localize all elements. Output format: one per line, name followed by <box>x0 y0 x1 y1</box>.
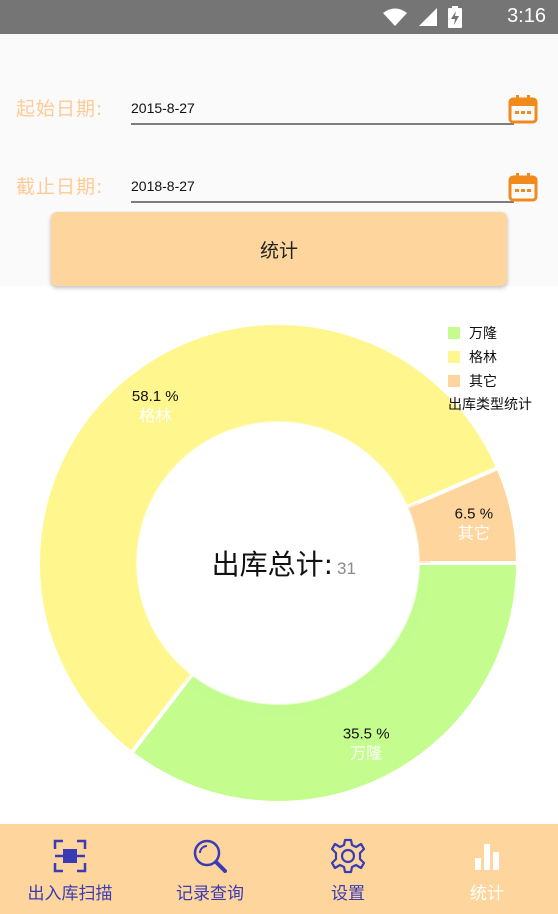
bottom-tab-bar: 出入库扫描 记录查询 设置 统计 <box>0 824 558 914</box>
donut-slice[interactable] <box>403 465 521 565</box>
donut-slice-halo <box>125 410 419 685</box>
slice-percent-label: 58.1 % <box>132 388 179 405</box>
end-date-label: 截止日期: <box>16 176 104 198</box>
calendar-icon[interactable] <box>508 172 538 202</box>
battery-icon <box>448 6 462 28</box>
tab-settings[interactable]: 设置 <box>280 824 416 914</box>
start-date-underline <box>131 123 514 125</box>
calculate-button[interactable]: 统计 <box>51 212 507 286</box>
chart-description: 出库类型统计 <box>448 397 532 413</box>
scan-icon <box>53 839 87 873</box>
tab-records[interactable]: 记录查询 <box>140 824 280 914</box>
legend-item: 万隆 <box>448 321 497 345</box>
tab-records-label: 记录查询 <box>176 884 244 904</box>
end-date-input[interactable]: 2018-8-27 <box>131 178 195 194</box>
donut-slice[interactable] <box>128 561 521 805</box>
start-date-input[interactable]: 2015-8-27 <box>131 100 195 116</box>
slice-name-label: 格林 <box>139 406 171 425</box>
legend-label: 其它 <box>469 374 497 390</box>
tab-scan-label: 出入库扫描 <box>27 884 113 904</box>
legend-swatch <box>448 351 460 363</box>
tab-statistics-label: 统计 <box>470 884 504 904</box>
search-icon <box>193 839 227 873</box>
status-time: 3:16 <box>507 5 546 27</box>
end-date-underline <box>131 201 514 203</box>
tab-statistics[interactable]: 统计 <box>416 824 558 914</box>
start-date-label: 起始日期: <box>16 98 104 120</box>
slice-percent-label: 35.5 % <box>343 726 390 743</box>
signal-icon <box>419 8 437 26</box>
legend-item: 其它 <box>448 369 497 393</box>
donut-chart: 35.5 % 万隆 58.1 % 格林 6.5 % 其它 出库总计: 31 <box>0 286 558 824</box>
legend-swatch <box>448 375 460 387</box>
donut-slice-halo <box>184 562 431 716</box>
slice-name-label: 其它 <box>458 523 490 542</box>
legend-swatch <box>448 327 460 339</box>
donut-slice-halo <box>407 502 431 564</box>
status-bar: 3:16 <box>0 0 558 34</box>
start-date-row: 起始日期: 2015-8-27 <box>0 76 558 136</box>
donut-slice[interactable] <box>36 321 501 756</box>
wifi-icon <box>383 8 407 26</box>
legend-item: 格林 <box>448 345 497 369</box>
end-date-row: 截止日期: 2018-8-27 <box>0 154 558 214</box>
chart-legend: 万隆格林其它 出库类型统计 <box>448 321 532 413</box>
tab-settings-label: 设置 <box>331 884 365 904</box>
bar-chart-icon <box>475 844 499 870</box>
slice-percent-label: 6.5 % <box>455 505 493 522</box>
legend-label: 格林 <box>469 350 497 366</box>
legend-label: 万隆 <box>469 326 497 342</box>
center-total-label: 出库总计: <box>212 548 333 581</box>
tab-scan[interactable]: 出入库扫描 <box>0 824 140 914</box>
calendar-icon[interactable] <box>508 94 538 124</box>
center-total-value: 31 <box>337 559 356 578</box>
gear-icon <box>330 838 366 874</box>
slice-name-label: 万隆 <box>350 744 382 763</box>
